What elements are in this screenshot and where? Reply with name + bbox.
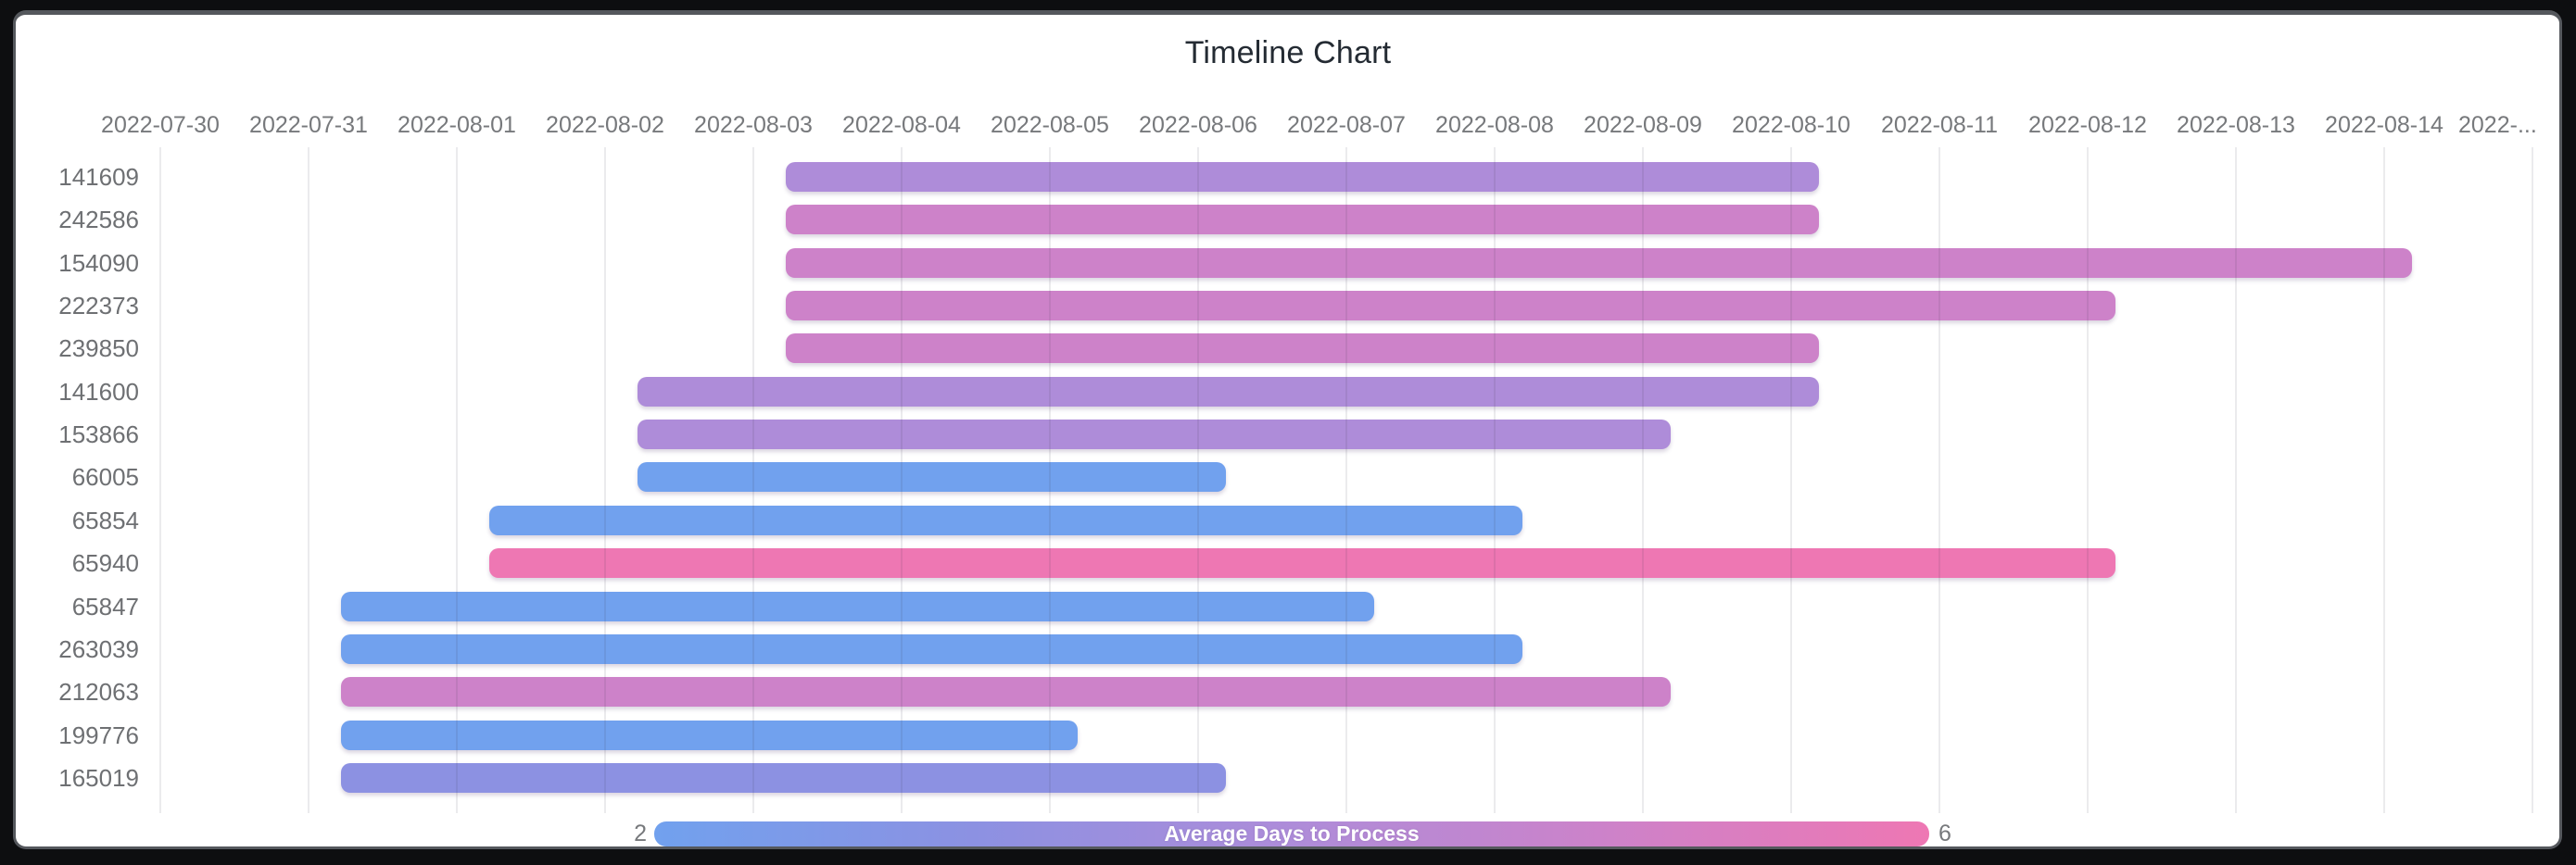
row-label: 141600 bbox=[58, 377, 139, 406]
x-axis-tick-label: 2022-08-12 bbox=[2028, 112, 2147, 138]
chart-title: Timeline Chart bbox=[1184, 35, 1392, 70]
timeline-bar[interactable] bbox=[489, 505, 1522, 535]
gridline bbox=[2235, 147, 2237, 813]
gridline bbox=[1049, 147, 1051, 813]
timeline-bar[interactable] bbox=[786, 333, 1819, 364]
row-label: 239850 bbox=[58, 334, 139, 363]
gridline bbox=[159, 147, 161, 813]
x-axis-tick-label: 2022-08-04 bbox=[842, 112, 961, 138]
gridline bbox=[2532, 147, 2533, 813]
x-axis-tick-label: 2022-08-11 bbox=[1880, 112, 1999, 138]
gridline bbox=[308, 147, 309, 813]
gridline bbox=[901, 147, 903, 813]
gridline bbox=[2383, 147, 2385, 813]
x-axis-tick-label: 2022-07-31 bbox=[249, 112, 368, 138]
timeline-bar[interactable] bbox=[786, 247, 2412, 278]
timeline-bar[interactable] bbox=[638, 420, 1671, 450]
gridline bbox=[2087, 147, 2089, 813]
row-label: 66005 bbox=[71, 463, 139, 492]
row-label: 65854 bbox=[71, 506, 139, 534]
timeline-bar[interactable] bbox=[638, 462, 1226, 493]
x-axis-tick-label: 2022-08-05 bbox=[991, 112, 1109, 138]
row-label: 141609 bbox=[58, 163, 139, 191]
gridline bbox=[1345, 147, 1347, 813]
x-axis-tick-label: 2022-08-14 bbox=[2325, 112, 2443, 138]
row-label: 153866 bbox=[58, 420, 139, 449]
colorbar-max-label: 6 bbox=[1938, 821, 1951, 846]
x-axis-tick-label: 2022-08-02 bbox=[546, 112, 664, 138]
gridline bbox=[1790, 147, 1792, 813]
gridline bbox=[1494, 147, 1496, 813]
x-axis-tick-label: 2022-08-10 bbox=[1732, 112, 1850, 138]
timeline-bar[interactable] bbox=[341, 633, 1522, 664]
gridline bbox=[456, 147, 458, 813]
row-label: 242586 bbox=[58, 206, 139, 234]
x-axis-tick-label: 2022-08-07 bbox=[1287, 112, 1406, 138]
row-label: 222373 bbox=[58, 292, 139, 320]
x-axis-tick-label: 2022-08-03 bbox=[694, 112, 813, 138]
colorbar-gradient[interactable]: Average Days to Process bbox=[654, 821, 1929, 846]
x-axis-tick-label: 2022-08-06 bbox=[1139, 112, 1257, 138]
row-label: 263039 bbox=[58, 634, 139, 663]
timeline-bar[interactable] bbox=[786, 291, 2115, 321]
colorbar-min-label: 2 bbox=[634, 821, 647, 846]
x-axis-tick-label: 2022-08-13 bbox=[2177, 112, 2295, 138]
timeline-bar[interactable] bbox=[341, 720, 1078, 750]
gridline bbox=[752, 147, 754, 813]
x-axis-tick-label: 2022-08-09 bbox=[1584, 112, 1702, 138]
x-axis-tick-label: 2022-08-01 bbox=[398, 112, 516, 138]
timeline-bar[interactable] bbox=[341, 762, 1226, 793]
row-label: 199776 bbox=[58, 721, 139, 749]
x-axis-tick-label: 2022-08-08 bbox=[1435, 112, 1554, 138]
row-label: 154090 bbox=[58, 248, 139, 277]
x-axis-tick-label: 2022-... bbox=[2458, 112, 2537, 138]
timeline-bar[interactable] bbox=[786, 162, 1819, 192]
row-label: 165019 bbox=[58, 763, 139, 792]
gridline bbox=[1197, 147, 1199, 813]
timeline-bar[interactable] bbox=[638, 376, 1819, 407]
timeline-bar[interactable] bbox=[341, 591, 1374, 621]
gridline bbox=[604, 147, 606, 813]
timeline-bar[interactable] bbox=[489, 548, 2115, 579]
row-label: 65847 bbox=[71, 592, 139, 621]
timeline-bar[interactable] bbox=[341, 677, 1671, 708]
gridline bbox=[1938, 147, 1940, 813]
gridline bbox=[1642, 147, 1644, 813]
row-label: 212063 bbox=[58, 678, 139, 707]
row-label: 65940 bbox=[71, 549, 139, 578]
colorbar-title: Average Days to Process bbox=[1164, 821, 1420, 846]
x-axis-tick-label: 2022-07-30 bbox=[101, 112, 220, 138]
timeline-bar[interactable] bbox=[786, 205, 1819, 235]
